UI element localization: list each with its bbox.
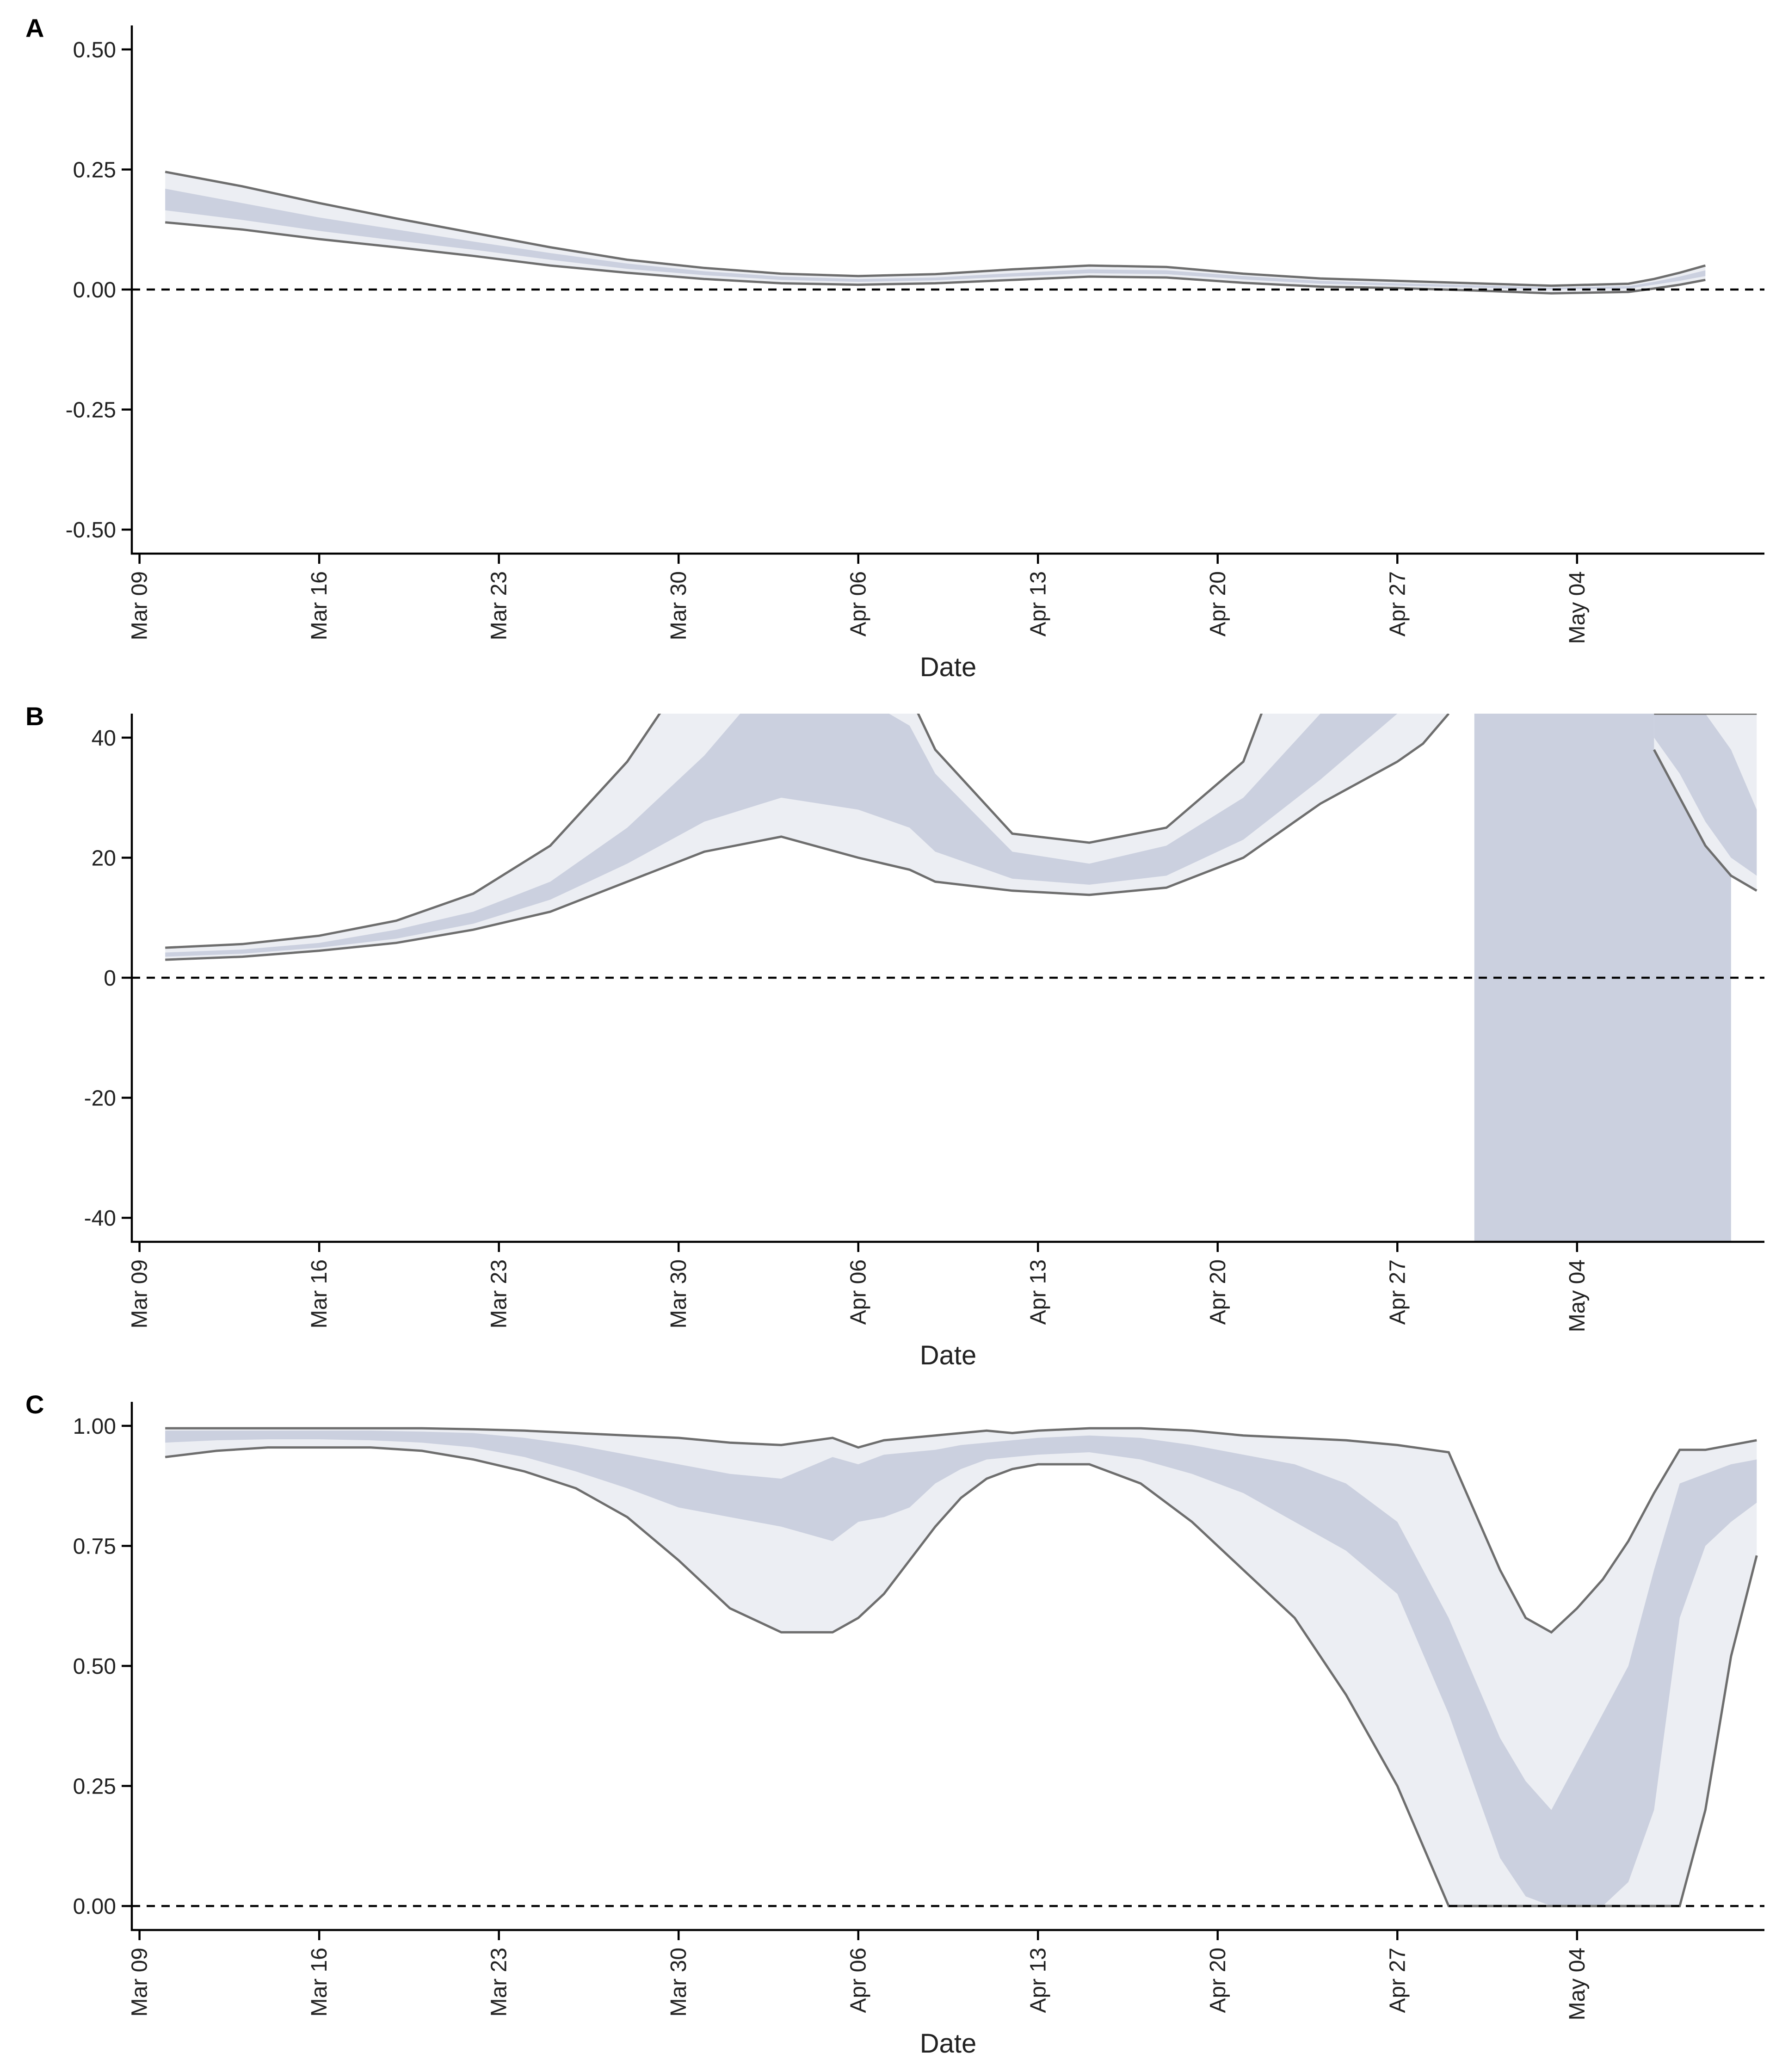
y-tick-label-B-3: 20 xyxy=(92,846,116,870)
panel-b: B -40 -20 0 20 40 Mar 09 Mar 16 Mar 23 Mar 30 Apr… xyxy=(0,688,1776,1376)
outer-band-A-0 xyxy=(165,172,1706,294)
x-tick-label-B-7: Apr 27 xyxy=(1385,1259,1410,1325)
y-tick-label-C-4: 1.00 xyxy=(73,1414,116,1439)
inner-band-C-0 xyxy=(165,1431,1757,1906)
panel-b-letter: B xyxy=(25,702,44,731)
y-tick-label-A-0: -0.50 xyxy=(66,518,116,543)
y-tick-label-C-2: 0.50 xyxy=(73,1654,116,1679)
lower-bound-line-B-0 xyxy=(165,714,1450,961)
x-tick-label-C-5: Apr 13 xyxy=(1026,1948,1050,2013)
x-tick-label-B-6: Apr 20 xyxy=(1206,1259,1230,1325)
x-tick-label-A-3: Mar 30 xyxy=(666,571,691,640)
x-tick-label-C-8: May 04 xyxy=(1565,1948,1590,2020)
panel-a-letter: A xyxy=(25,13,44,43)
upper-bound-line-C-0 xyxy=(165,1427,1757,1634)
x-tick-label-A-1: Mar 16 xyxy=(307,571,332,640)
x-tick-label-C-4: Apr 06 xyxy=(846,1948,871,2013)
x-tick-label-B-8: May 04 xyxy=(1565,1259,1590,1332)
x-axis-label-C: Date xyxy=(920,2029,977,2059)
x-tick-label-A-5: Apr 13 xyxy=(1026,571,1050,636)
y-tick-label-B-1: -20 xyxy=(84,1086,116,1111)
x-tick-label-B-2: Mar 23 xyxy=(487,1259,512,1328)
y-tick-label-A-2: 0.00 xyxy=(73,278,116,302)
y-tick-label-A-3: 0.25 xyxy=(73,158,116,182)
y-tick-label-C-0: 0.00 xyxy=(73,1894,116,1919)
x-tick-label-A-7: Apr 27 xyxy=(1385,571,1410,636)
y-tick-label-A-4: 0.50 xyxy=(73,38,116,62)
panel-b-chart: -40 -20 0 20 40 Mar 09 Mar 16 Mar 23 Mar 30 Apr 0… xyxy=(84,688,1764,1370)
x-tick-label-C-6: Apr 20 xyxy=(1206,1948,1230,2013)
x-tick-label-B-3: Mar 30 xyxy=(666,1259,691,1328)
y-tick-label-C-3: 0.75 xyxy=(73,1534,116,1559)
lower-bound-line-B-2 xyxy=(1653,749,1758,892)
upper-bound-line-A-0 xyxy=(165,171,1706,287)
x-tick-label-C-0: Mar 09 xyxy=(128,1948,152,2016)
x-tick-label-A-0: Mar 09 xyxy=(128,571,152,640)
y-tick-label-A-1: -0.25 xyxy=(66,398,116,423)
x-tick-label-C-7: Apr 27 xyxy=(1385,1948,1410,2013)
y-tick-label-B-0: -40 xyxy=(84,1206,116,1231)
upper-bound-line-B-0 xyxy=(165,714,1263,949)
lower-bound-line-A-0 xyxy=(165,221,1706,295)
upper-bound-line-B-1 xyxy=(1474,688,1731,708)
x-axis-label-A: Date xyxy=(920,652,977,682)
x-tick-label-A-6: Apr 20 xyxy=(1206,571,1230,636)
bands-A xyxy=(165,171,1706,295)
bands-B xyxy=(165,688,1758,1242)
panel-c-chart: 0.00 0.25 0.50 0.75 1.00 Mar 09 Mar 16 Mar 23 Ma… xyxy=(73,1402,1764,2059)
inner-band-B-2 xyxy=(1654,714,1757,876)
panel-a-chart: -0.50 -0.25 0.00 0.25 0.50 Mar 09 Mar 16 Mar 23… xyxy=(66,25,1764,682)
y-tick-label-B-4: 40 xyxy=(92,726,116,751)
y-tick-label-B-2: 0 xyxy=(104,966,116,991)
x-tick-label-C-2: Mar 23 xyxy=(487,1948,512,2016)
outer-band-B-0 xyxy=(165,714,1449,960)
x-axis-label-B: Date xyxy=(920,1340,977,1370)
x-tick-label-B-1: Mar 16 xyxy=(307,1259,332,1328)
x-tick-label-B-4: Apr 06 xyxy=(846,1259,871,1325)
panel-a: A -0.50 -0.25 0.00 0.25 0.50 Mar 09 Mar 16 Mar … xyxy=(0,0,1776,688)
inner-band-B-0 xyxy=(165,714,1449,957)
x-tick-label-A-8: May 04 xyxy=(1565,571,1590,644)
x-tick-label-C-1: Mar 16 xyxy=(307,1948,332,2016)
x-tick-label-A-4: Apr 06 xyxy=(846,571,871,636)
panel-c: C 0.00 0.25 0.50 0.75 1.00 Mar 09 Mar 16 Mar 23… xyxy=(0,1376,1776,2065)
x-tick-label-B-0: Mar 09 xyxy=(128,1259,152,1328)
y-tick-label-C-1: 0.25 xyxy=(73,1775,116,1799)
x-tick-label-A-2: Mar 23 xyxy=(487,571,512,640)
x-tick-label-B-5: Apr 13 xyxy=(1026,1259,1050,1325)
panel-c-letter: C xyxy=(25,1390,44,1419)
x-tick-label-C-3: Mar 30 xyxy=(666,1948,691,2016)
bands-C xyxy=(165,1427,1758,1907)
